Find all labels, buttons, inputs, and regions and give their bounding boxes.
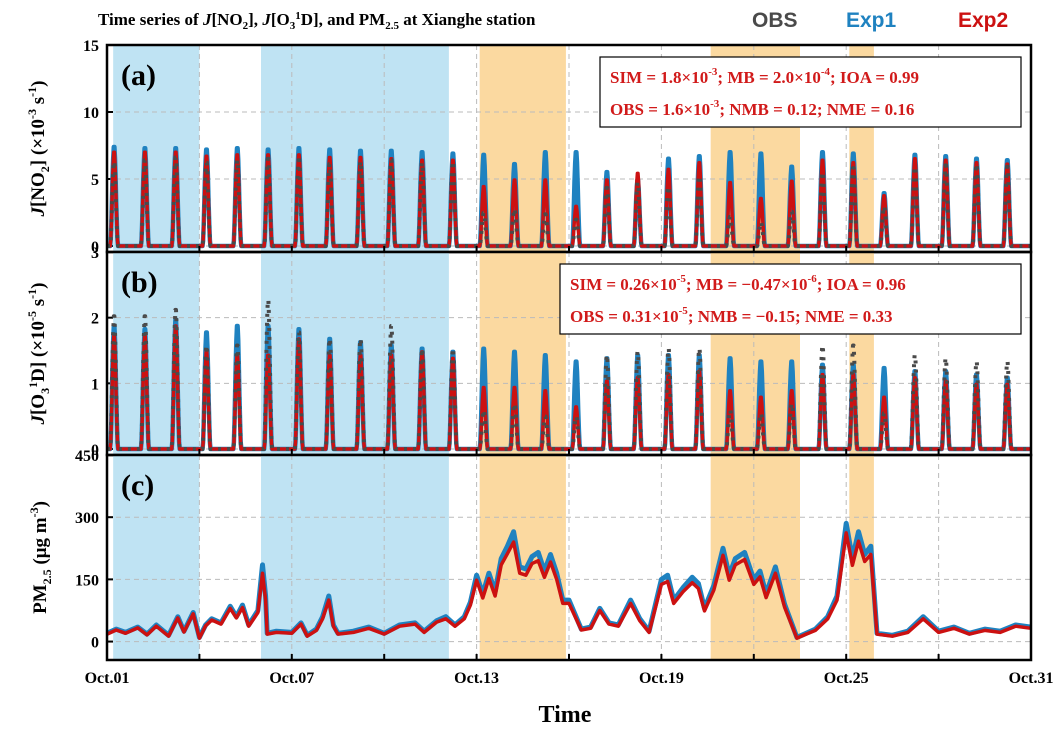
series-obs-a (105, 155, 1033, 248)
ytick-label-b: 3 (91, 245, 99, 262)
shaded-period-a-2 (479, 45, 566, 252)
chart-title: Time series of J[NO2], J[O31D], and PM2.… (98, 10, 536, 32)
xtick-label: Oct.19 (639, 670, 684, 687)
panel-label-b: (b) (121, 266, 158, 299)
stats-line-b-1: OBS = 0.31×10-5; NMB = −0.15; NME = 0.33 (570, 305, 893, 326)
stats-line-a-1: OBS = 1.6×10-3; NMB = 0.12; NME = 0.16 (610, 98, 914, 119)
xtick-label: Oct.01 (85, 670, 130, 687)
ytick-label-b: 0 (91, 442, 99, 459)
ytick-label-b: 1 (91, 376, 99, 393)
stats-box-a (599, 56, 1022, 128)
series-exp1-b (105, 317, 1033, 452)
ytick-label-c: 0 (91, 635, 99, 652)
series-exp1-a (105, 144, 1033, 249)
x-axis-label: Time (539, 702, 592, 728)
ytick-label-a: 10 (83, 105, 99, 122)
panel-a: 0 5 10 15 (a) SIM = 1.8×10-3; MB = 2.0×10-4; … (25, 38, 1033, 256)
panel-b: 0 1 2 3 (b) SIM = 0.26×10-5; MB = −0.47×10-6;… (25, 245, 1033, 459)
y-axis-label-b: J[O31D] (×10-5 s-1) (25, 282, 52, 425)
shaded-period-b-2 (479, 252, 566, 455)
stats-box-b (559, 263, 1022, 335)
shaded-period-b-0 (113, 252, 200, 455)
legend-obs: OBS (752, 9, 798, 32)
y-axis-label-a: J[NO2] (×10-3 s-1) (25, 80, 52, 217)
ytick-label-b: 2 (91, 311, 99, 328)
panel-label-c: (c) (121, 469, 154, 502)
stats-line-a-0: SIM = 1.8×10-3; MB = 2.0×10-4; IOA = 0.9… (610, 66, 919, 87)
xtick-label: Oct.07 (269, 670, 314, 687)
y-axis-label-c: PM2.5 (μg m-3) (27, 501, 54, 614)
ytick-label-c: 300 (75, 510, 99, 527)
xtick-label: Oct.25 (824, 670, 869, 687)
legend-exp2: Exp2 (958, 9, 1008, 32)
ytick-label-a: 5 (91, 172, 99, 189)
stats-line-b-0: SIM = 0.26×10-5; MB = −0.47×10-6; IOA = … (570, 273, 906, 294)
ytick-label-a: 15 (83, 38, 99, 55)
legend-exp1: Exp1 (846, 9, 897, 32)
ytick-label-a: 0 (91, 239, 99, 256)
shaded-period-a-0 (113, 45, 200, 252)
series-exp2-c (106, 531, 1032, 640)
ytick-label-c: 150 (75, 572, 99, 589)
xtick-label: Oct.31 (1009, 670, 1054, 687)
panel-c: 0 150 300 450 (c) PM2.5 (μg m-3) (27, 448, 1033, 662)
xtick-label: Oct.13 (454, 670, 499, 687)
panel-label-a: (a) (121, 59, 156, 92)
ytick-label-c: 450 (75, 448, 99, 465)
